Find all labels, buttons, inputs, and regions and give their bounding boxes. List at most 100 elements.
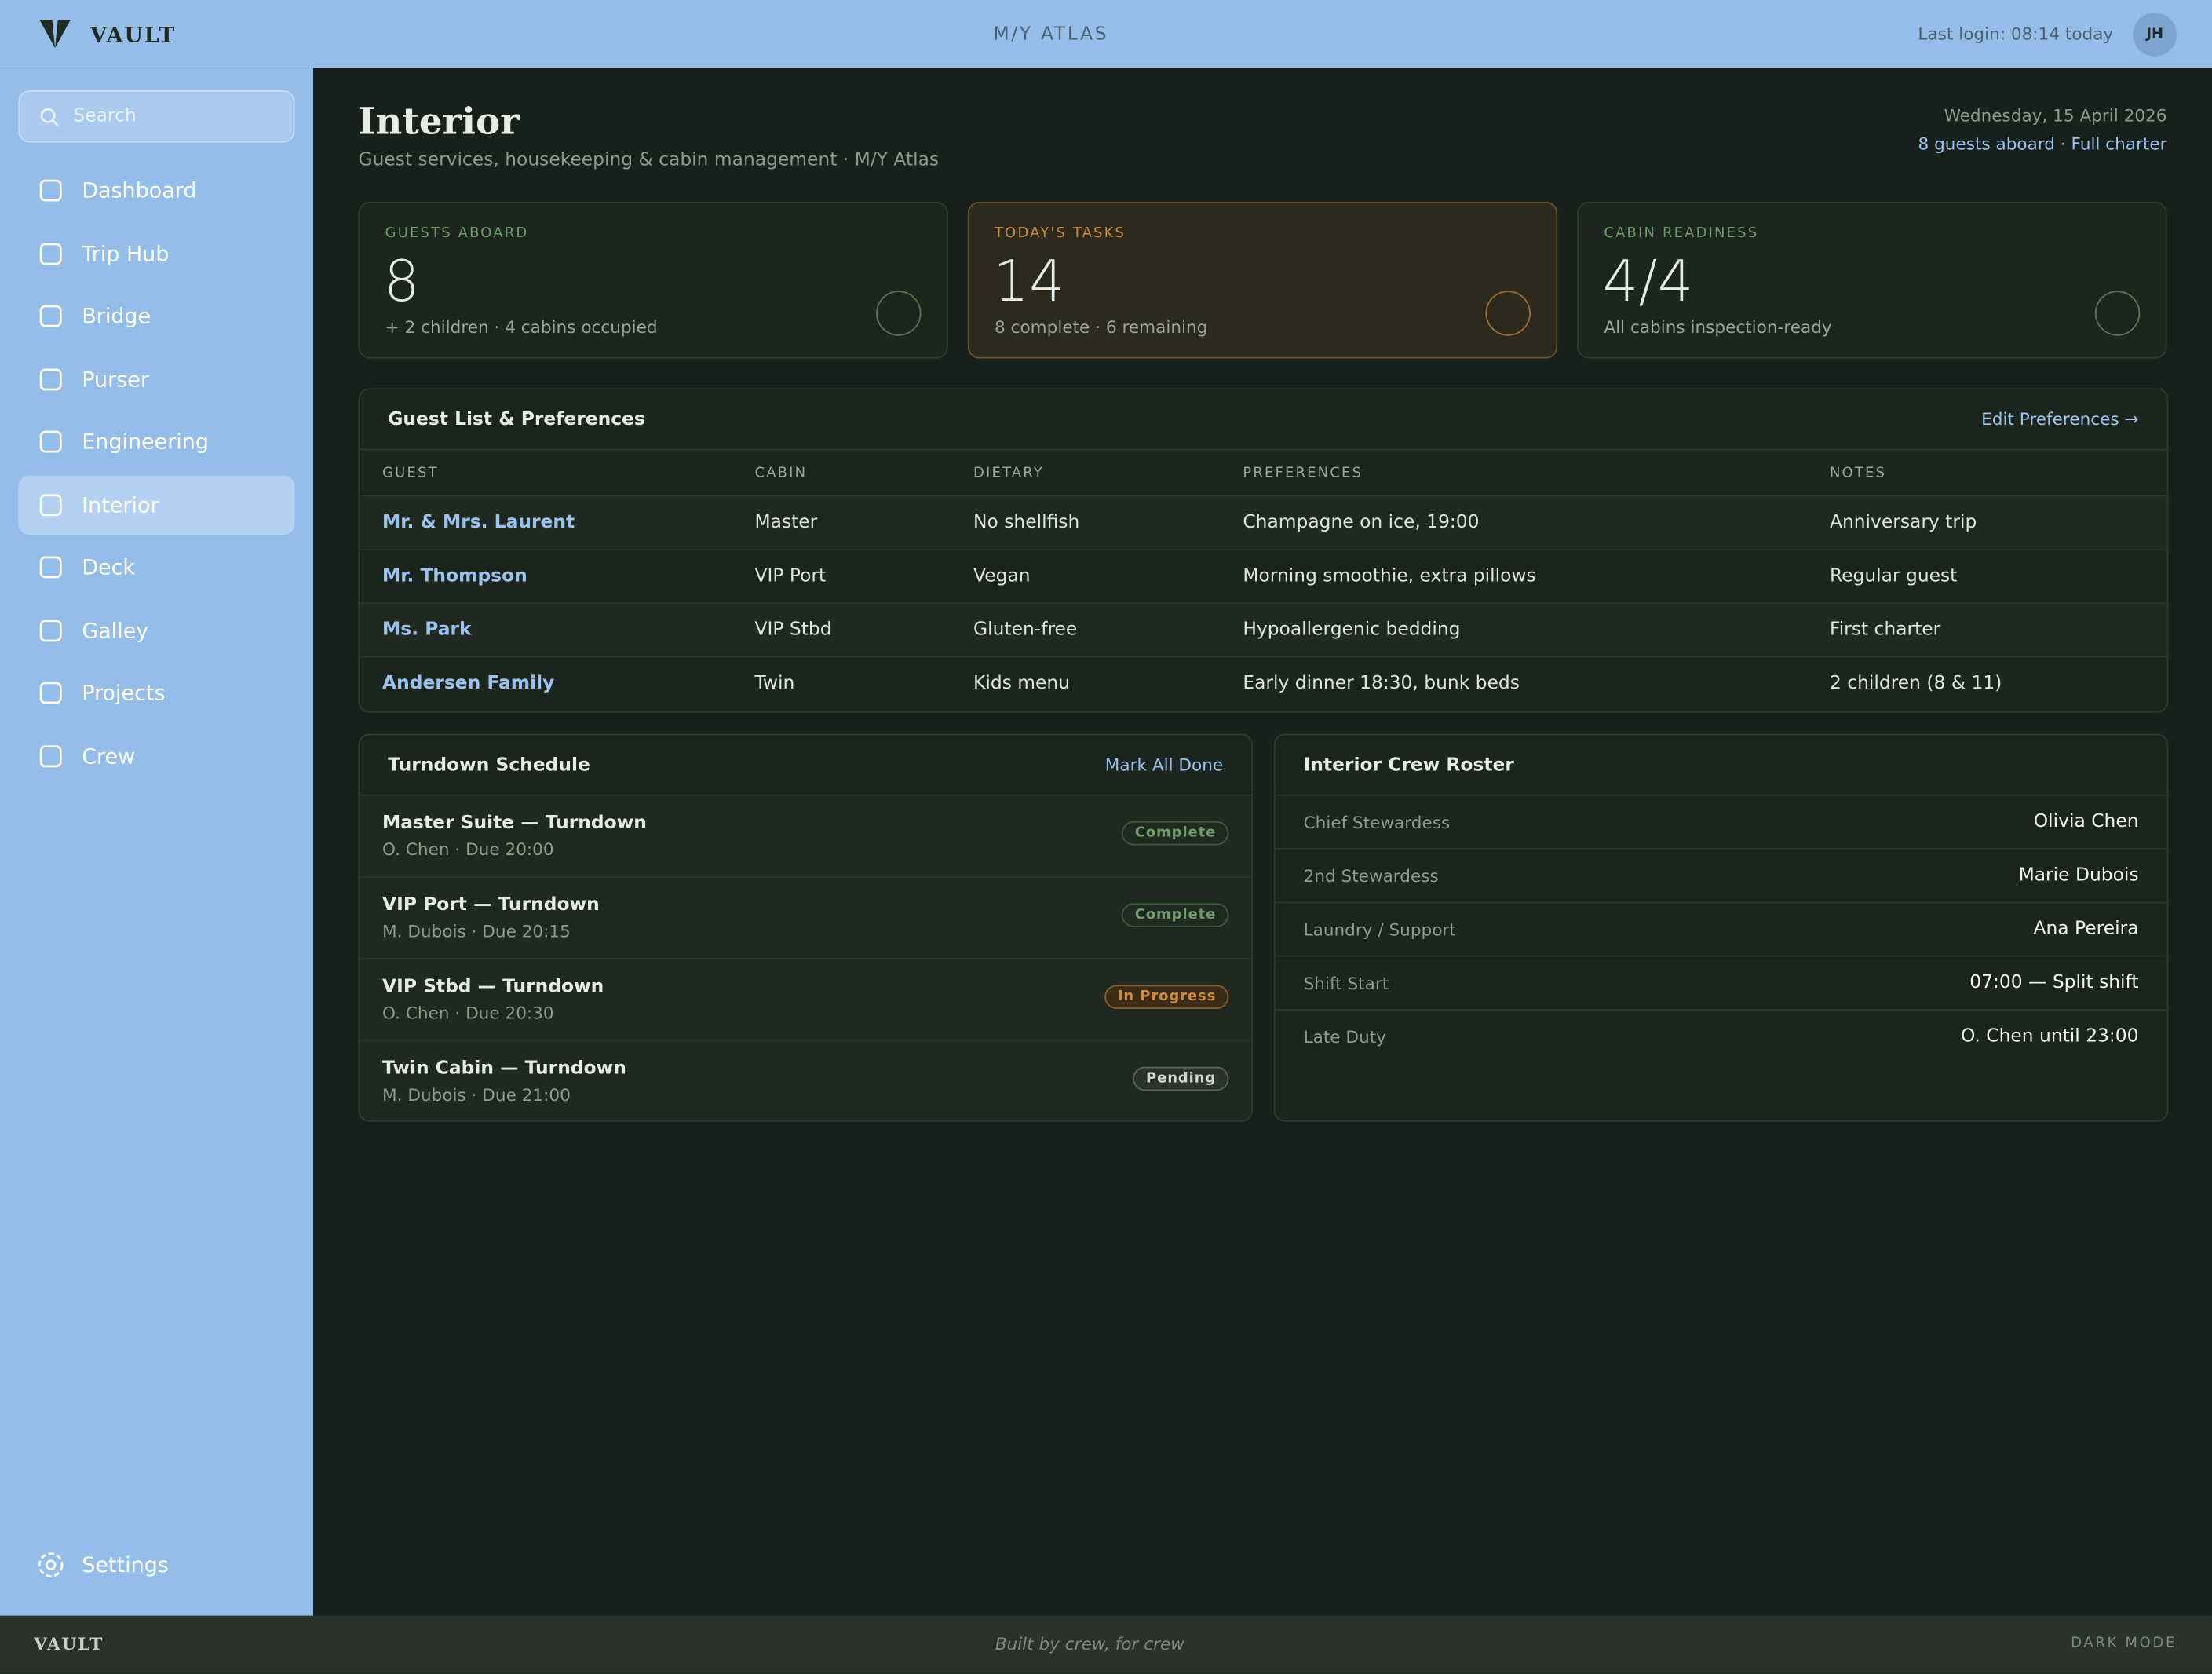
roster-role: 2nd Stewardess [1303, 865, 1439, 886]
nav-icon [39, 430, 62, 453]
nav-label: Bridge [82, 303, 151, 329]
roster-panel: Interior Crew Roster Chief Stewardess Oli… [1273, 733, 2169, 1122]
nav-icon [39, 305, 62, 327]
vessel-name: M/Y ATLAS [993, 24, 1109, 46]
footer: VAULT Built by crew, for crew DARK MODE [0, 1615, 2212, 1674]
panel-title: Interior Crew Roster [1303, 754, 1514, 776]
nav-item[interactable]: Dashboard [18, 161, 294, 220]
nav-label: Trip Hub [82, 240, 170, 266]
stat-value: 14 [993, 250, 1065, 315]
nav-icon [39, 493, 62, 516]
stat-card: TODAY'S TASKS 14 8 complete · 6 remaining [967, 201, 1558, 359]
nav-item[interactable]: Bridge [18, 287, 294, 345]
guest-table: Guest List & Preferences Edit Preferences… [358, 388, 2169, 713]
nav-item[interactable]: Galley [18, 601, 294, 660]
nav-item[interactable]: Purser [18, 349, 294, 408]
stat-note: 8 complete · 6 remaining [995, 317, 1208, 338]
stat-card: GUESTS ABOARD 8 + 2 children · 4 cabins oc… [358, 201, 948, 359]
cell: Early dinner 18:30, bunk beds [1243, 673, 1520, 695]
task-title: Master Suite — Turndown [382, 813, 647, 835]
task-title: VIP Port — Turndown [382, 894, 600, 916]
cell: Champagne on ice, 19:00 [1243, 512, 1480, 534]
nav-label: Projects [82, 680, 166, 706]
nav-item[interactable]: Engineering [18, 412, 294, 471]
task-title: VIP Stbd — Turndown [382, 976, 604, 998]
task-meta: O. Chen · Due 20:30 [382, 1003, 554, 1023]
settings-icon [38, 1552, 64, 1577]
top-bar: VAULT M/Y ATLAS Last login: 08:14 today … [0, 0, 2212, 68]
dark-mode-toggle[interactable]: DARK MODE [2071, 1635, 2177, 1651]
nav-label: Deck [82, 554, 136, 580]
turndown-panel: Turndown Schedule Mark All Done Master Su… [358, 733, 1253, 1122]
guest-name[interactable]: Andersen Family [382, 673, 555, 695]
edit-preferences[interactable]: Edit Preferences → [1981, 409, 2139, 429]
status-badge: In Progress [1104, 985, 1229, 1009]
footer-brand: VAULT [34, 1634, 104, 1654]
task-meta: M. Dubois · Due 20:15 [382, 921, 571, 941]
panel-header: Turndown Schedule Mark All Done [360, 735, 1252, 796]
search-placeholder: Search [73, 105, 137, 127]
avatar[interactable]: JH [2133, 13, 2177, 57]
nav-settings[interactable]: Settings [18, 1535, 294, 1594]
nav-icon [39, 556, 62, 579]
nav-item[interactable]: Projects [18, 663, 294, 722]
nav-label: Galley [82, 617, 149, 643]
cell: Vegan [973, 565, 1031, 587]
table-row: Ms. Park VIP Stbd Gluten-free Hypoallergeni… [360, 604, 2167, 658]
nav-label: Interior [82, 492, 159, 517]
column-header: PREFERENCES [1243, 465, 1363, 481]
roster-name: 07:00 — Split shift [1969, 972, 2139, 994]
stat-icon [2094, 291, 2141, 336]
table-row: Mr. Thompson VIP Port Vegan Morning smoothi… [360, 550, 2167, 605]
search-box[interactable]: Search [18, 90, 295, 143]
stat-value: 8 [383, 250, 420, 315]
task-row: Master Suite — Turndown O. Chen · Due 20:… [360, 795, 1252, 878]
cell: Regular guest [1829, 565, 1958, 587]
guest-name[interactable]: Ms. Park [382, 619, 472, 641]
cell: VIP Stbd [754, 619, 832, 641]
nav-item[interactable]: Crew [18, 726, 294, 785]
cell: Twin [754, 673, 795, 695]
nav-label: Crew [82, 743, 136, 769]
cell: Gluten-free [973, 619, 1078, 641]
panel-title: Guest List & Preferences [388, 408, 645, 430]
roster-row: Chief Stewardess Olivia Chen [1275, 796, 2167, 850]
nav-icon [39, 682, 62, 704]
cell: 2 children (8 & 11) [1829, 673, 2002, 695]
roster-row: Shift Start 07:00 — Split shift [1275, 956, 2167, 1011]
roster-name: O. Chen until 23:00 [1960, 1025, 2139, 1047]
nav-icon [39, 367, 62, 390]
roster-name: Marie Dubois [2018, 864, 2139, 886]
stat-card: CABIN READINESS 4/4 All cabins inspection-… [1577, 201, 2167, 359]
mark-all-done[interactable]: Mark All Done [1104, 755, 1224, 775]
cell: First charter [1829, 619, 1941, 641]
stat-note: + 2 children · 4 cabins occupied [385, 317, 658, 338]
guest-name[interactable]: Mr. & Mrs. Laurent [382, 512, 575, 534]
nav-icon [39, 242, 62, 265]
panel-title: Turndown Schedule [388, 754, 590, 776]
nav-icon [39, 744, 62, 767]
task-row: VIP Port — Turndown M. Dubois · Due 20:15… [360, 877, 1252, 960]
roster-role: Chief Stewardess [1303, 812, 1451, 832]
nav-item[interactable]: Trip Hub [18, 224, 294, 283]
cell: Anniversary trip [1829, 512, 1977, 534]
sidebar: Search Dashboard Trip Hub Bridge Purser Engi… [0, 68, 313, 1616]
status-badge: Complete [1122, 821, 1229, 846]
task-row: Twin Cabin — Turndown M. Dubois · Due 21:… [360, 1041, 1252, 1120]
task-meta: M. Dubois · Due 21:00 [382, 1085, 571, 1106]
nav-item[interactable]: Deck [18, 538, 294, 597]
roster-role: Laundry / Support [1303, 919, 1456, 940]
guest-name[interactable]: Mr. Thompson [382, 565, 527, 587]
column-header: CABIN [754, 465, 808, 481]
table-row: Mr. & Mrs. Laurent Master No shellfish Cham… [360, 496, 2167, 550]
roster-role: Late Duty [1303, 1026, 1386, 1047]
task-meta: O. Chen · Due 20:00 [382, 839, 554, 860]
nav-item[interactable]: Interior [18, 474, 295, 535]
cell: Master [754, 512, 818, 534]
page-subtitle: Guest services, housekeeping & cabin man… [358, 149, 940, 171]
cell: Hypoallergenic bedding [1243, 619, 1461, 641]
stat-label: TODAY'S TASKS [995, 225, 1126, 242]
table-header: GUEST CABIN DIETARY PREFERENCES NOTES [360, 450, 2167, 497]
footer-tagline: Built by crew, for crew [995, 1634, 1184, 1654]
